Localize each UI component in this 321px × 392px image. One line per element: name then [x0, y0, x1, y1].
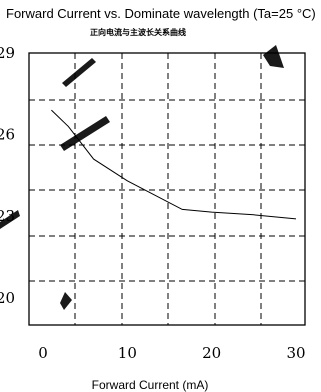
- x-tick-label: 20: [202, 344, 221, 362]
- x-tick-label: 0: [38, 344, 48, 362]
- y-tick-label: 23: [0, 207, 15, 225]
- series-line-0: [51, 109, 297, 220]
- y-tick-label: 20: [0, 289, 15, 307]
- series-group: [51, 109, 297, 220]
- x-tick-label: 30: [286, 344, 305, 362]
- y-tick-labels: 20 23 26 29: [0, 44, 15, 307]
- watermark-decoration: [0, 45, 284, 310]
- x-tick-labels: 0 10 20 30: [38, 344, 305, 362]
- x-axis-label: Forward Current (mA): [92, 378, 209, 392]
- y-tick-label: 26: [0, 126, 15, 144]
- x-tick-label: 10: [118, 344, 137, 362]
- y-tick-label: 29: [0, 44, 15, 62]
- chart-title: Forward Current vs. Dominate wavelength …: [6, 6, 316, 21]
- gridlines: [29, 53, 305, 325]
- plot-frame: [28, 52, 306, 326]
- chart-subtitle: 正向电流与主波长关系曲线: [90, 27, 186, 37]
